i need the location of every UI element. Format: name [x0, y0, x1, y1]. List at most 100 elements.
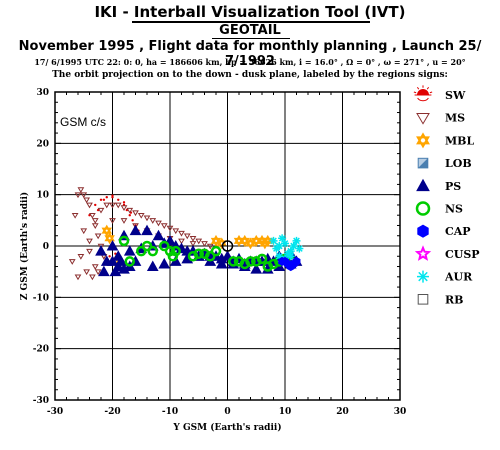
data-point-sw [114, 252, 117, 255]
data-point-ps [123, 245, 136, 256]
data-point-ms [71, 212, 79, 219]
data-point-ns [245, 256, 256, 267]
data-point-ms [109, 202, 116, 209]
data-point-ms [68, 259, 76, 265]
legend-label-sw: SW [445, 89, 466, 102]
data-point-ms [120, 205, 128, 211]
data-point-ms [166, 225, 174, 232]
data-point-ms [77, 254, 85, 260]
spacecraft-underline [212, 38, 290, 39]
data-point-ns [193, 248, 204, 259]
data-point-aur [295, 244, 304, 253]
data-point-sw [105, 196, 108, 199]
data-point-ms [89, 274, 96, 281]
data-point-sw [108, 255, 111, 258]
data-point-mbl [262, 234, 273, 247]
data-point-ms [137, 212, 145, 219]
data-point-ms [86, 238, 93, 245]
y-axis-title: Z GSM (Earth's radii) [19, 192, 30, 300]
data-point-ns [256, 253, 268, 265]
data-point-ps [115, 255, 127, 266]
frame-label: GSM c/s [60, 115, 106, 129]
data-point-ms [86, 248, 93, 255]
data-point-ms [89, 212, 96, 219]
data-point-ps [250, 263, 263, 274]
legend-label-aur: AUR [444, 271, 473, 284]
data-point-ms [183, 233, 191, 240]
data-point-ms [120, 218, 128, 224]
data-point-ms [189, 241, 197, 247]
data-point-sw [94, 203, 97, 207]
data-point-ms [83, 269, 90, 276]
data-point-ms [91, 223, 99, 229]
data-marks [68, 187, 304, 281]
legend-label-ms: MS [445, 112, 465, 125]
data-point-ns [159, 240, 170, 252]
data-point-ms [132, 223, 139, 229]
x-tick-label: -30 [47, 407, 63, 417]
data-point-ms [74, 274, 82, 281]
legend-label-cap: CAP [445, 225, 471, 238]
x-tick-label: -10 [162, 407, 178, 417]
tick-marks: -30 -20 -10 0 10 20 30 30 20 10 0 -10 -20 -30 [33, 88, 407, 417]
legend-symbol-ms [416, 113, 430, 125]
data-point-sw [111, 194, 114, 197]
chart-grid [55, 92, 400, 400]
data-point-ms [160, 223, 168, 229]
data-point-ms [206, 243, 214, 250]
data-point-cap [278, 256, 287, 266]
legend: SW MS MBL LOB PS NS CAP CUSP AUR RB [413, 85, 480, 306]
y-tick-label: 0 [43, 242, 49, 252]
legend-symbol-aur [417, 270, 429, 283]
y-tick-label: 10 [36, 191, 49, 201]
data-point-ms [143, 215, 151, 222]
data-point-ps [100, 255, 113, 266]
legend-symbol-cusp [414, 245, 432, 261]
data-point-ns [124, 256, 135, 267]
x-tick-label: 30 [394, 407, 407, 417]
data-point-ms [172, 228, 180, 235]
data-point-ms [178, 230, 185, 237]
data-point-ms [77, 187, 85, 194]
data-point-ps [215, 252, 228, 264]
data-point-ps [152, 229, 165, 241]
spacecraft-name: GEOTAIL [219, 23, 281, 38]
data-point-ps [141, 224, 153, 236]
data-point-ms [80, 192, 88, 199]
data-point-mbl [104, 232, 115, 245]
data-point-aur [278, 234, 287, 243]
data-point-ps [146, 260, 159, 272]
y-tick-label: -20 [33, 345, 49, 355]
data-point-ps [129, 224, 142, 236]
data-point-aur [269, 236, 278, 245]
data-point-ms [126, 207, 134, 214]
data-point-aur [286, 252, 295, 261]
data-point-ms [86, 202, 93, 209]
y-tick-label: 30 [36, 88, 49, 98]
data-point-ps [215, 257, 228, 269]
app-title: IKI - Interball Visualization Tool (IVT) [94, 3, 406, 21]
data-point-ms [91, 264, 99, 271]
data-point-ns [228, 256, 239, 267]
earth-marker [220, 240, 235, 252]
data-point-ns [210, 245, 222, 257]
data-point-ms [103, 202, 111, 209]
legend-symbol-mbl [416, 132, 430, 149]
data-point-ps [98, 265, 110, 277]
data-point-ms [155, 220, 162, 227]
data-point-ms [201, 241, 208, 247]
legend-label-cusp: CUSP [445, 248, 480, 261]
projection-note: The orbit projection on to the down - du… [52, 70, 448, 80]
data-point-ps [109, 265, 122, 277]
legend-symbol-sw [413, 85, 433, 102]
x-tick-label: 20 [336, 407, 349, 417]
data-point-ms [83, 197, 90, 204]
legend-label-lob: LOB [445, 157, 472, 170]
data-point-ps [106, 239, 119, 251]
data-point-ns [147, 245, 158, 257]
data-point-ps [158, 257, 171, 269]
title-underline [132, 21, 370, 23]
data-point-ms [114, 202, 122, 209]
data-point-ms [97, 207, 105, 214]
